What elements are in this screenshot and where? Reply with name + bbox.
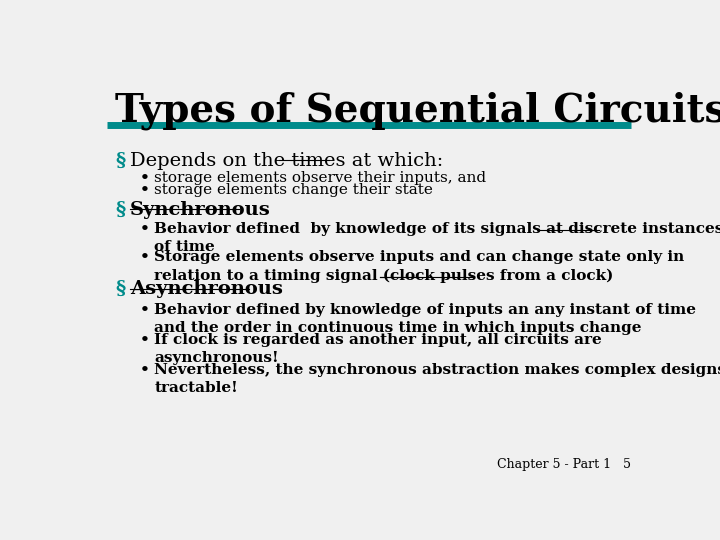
Text: Asynchronous: Asynchronous [130,280,283,298]
Text: Nevertheless, the synchronous abstraction makes complex designs
tractable!: Nevertheless, the synchronous abstractio… [154,363,720,395]
Text: •: • [140,250,150,264]
Text: Chapter 5 - Part 1   5: Chapter 5 - Part 1 5 [498,458,631,471]
Text: •: • [140,222,150,236]
Text: •: • [140,363,150,377]
Text: §: § [115,201,125,219]
Text: storage elements change their state: storage elements change their state [154,183,433,197]
Text: Synchronous: Synchronous [130,201,271,219]
Text: §: § [115,152,125,170]
Text: •: • [140,302,150,316]
Text: §: § [115,280,125,298]
Text: Types of Sequential Circuits: Types of Sequential Circuits [115,92,720,130]
Text: Storage elements observe inputs and can change state only in
relation to a timin: Storage elements observe inputs and can … [154,250,685,283]
Text: •: • [140,171,150,185]
Text: If clock is regarded as another input, all circuits are
asynchronous!: If clock is regarded as another input, a… [154,333,602,366]
Text: •: • [140,333,150,347]
Text: storage elements observe their inputs, and: storage elements observe their inputs, a… [154,171,486,185]
Text: Depends on the times at which:: Depends on the times at which: [130,152,444,170]
Text: Behavior defined  by knowledge of its signals at discrete instances
of time: Behavior defined by knowledge of its sig… [154,222,720,254]
Text: •: • [140,183,150,197]
Text: Behavior defined by knowledge of inputs an any instant of time
and the order in : Behavior defined by knowledge of inputs … [154,302,696,335]
